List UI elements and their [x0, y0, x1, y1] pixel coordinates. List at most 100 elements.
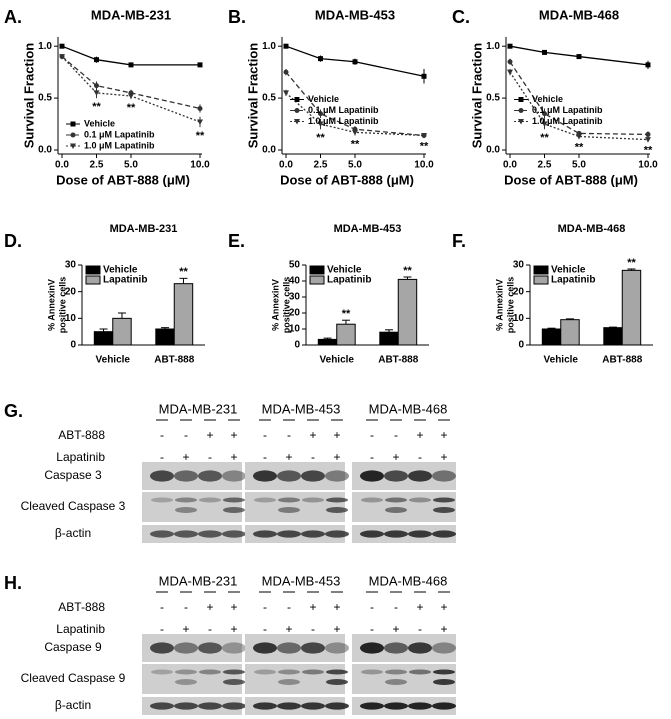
blot-band [433, 679, 455, 685]
treatment-sign: + [230, 450, 237, 464]
blot-band [433, 507, 455, 513]
blot-band [175, 679, 197, 685]
y-axis-label: Survival Fraction [21, 43, 36, 149]
treatment-sign: + [285, 450, 292, 464]
blot-band [253, 470, 277, 482]
y-tick-label: 0.0 [262, 145, 276, 156]
cell-line: MDA-MB-468 [369, 401, 448, 416]
bar [173, 283, 194, 346]
treatment-sign: - [370, 622, 374, 636]
x-tick-label: 5.0 [348, 160, 362, 171]
marker [283, 69, 289, 75]
treatment-sign: + [285, 622, 292, 636]
blot-band [326, 507, 348, 513]
blot-band [150, 530, 174, 538]
y-tick-label: 0 [518, 340, 524, 351]
legend-marker [70, 143, 76, 149]
x-tick-label: 2.5 [90, 160, 104, 171]
panel-label: F. [452, 231, 466, 251]
blot-band [222, 530, 246, 538]
blot-band [277, 530, 301, 538]
chart-title: MDA-MB-468 [558, 223, 626, 235]
blot-band [198, 642, 222, 654]
legend-label: Lapatinib [551, 275, 595, 286]
series-line [509, 45, 649, 66]
chart-title: MDA-MB-453 [315, 7, 395, 22]
blot-band [151, 497, 173, 503]
blot-band [277, 642, 301, 654]
blot-band [301, 642, 325, 654]
blot-band [409, 497, 431, 503]
marker [541, 121, 548, 128]
y-tick-label: 30 [513, 260, 525, 271]
treatment-sign: - [418, 622, 422, 636]
y-tick-label: 10 [289, 324, 301, 335]
legend-label: Vehicle [84, 118, 115, 128]
panel-label: C. [452, 7, 470, 27]
bar [603, 327, 623, 346]
treatment-sign: + [333, 600, 340, 614]
blot-strip [245, 664, 345, 694]
blot-band [223, 507, 245, 513]
panel-label: B. [228, 7, 246, 27]
marker [59, 54, 65, 60]
marker [421, 132, 427, 139]
legend-label: 0.1 μM Lapatinib [532, 105, 603, 115]
annotation: ** [351, 138, 360, 150]
treatment-sign: + [392, 622, 399, 636]
marker [542, 111, 547, 117]
x-tick-label: 0.0 [279, 160, 293, 171]
marker [93, 90, 100, 96]
bar [93, 331, 114, 346]
legend-marker [294, 119, 300, 125]
treatment-sign: + [182, 450, 189, 464]
legend-label: Vehicle [103, 265, 138, 276]
y-axis-label: positive cells [57, 277, 67, 334]
band-label: Caspase 3 [44, 468, 102, 482]
treatment-sign: - [394, 428, 398, 442]
x-tick-label: 10.0 [638, 160, 658, 171]
treatment-sign: - [160, 622, 164, 636]
series-line [61, 56, 201, 110]
annotation: ** [575, 141, 584, 153]
marker [576, 134, 582, 140]
series-line [61, 56, 201, 123]
x-axis-label: Dose of ABT-888 (μM) [504, 172, 638, 187]
panel-label: H. [4, 573, 22, 593]
blot-strip [142, 664, 242, 694]
legend-marker [294, 97, 300, 102]
blot-strip [352, 664, 456, 694]
treatment-sign: - [287, 428, 291, 442]
blot-band [175, 497, 197, 503]
treatment-sign: + [333, 450, 340, 464]
annotation: ** [420, 140, 429, 152]
marker [421, 73, 427, 79]
treatment-sign: - [370, 428, 374, 442]
blot-band [198, 530, 222, 538]
x-tick-label: 10.0 [414, 160, 434, 171]
treatment-sign: + [309, 428, 316, 442]
blot-band [408, 702, 432, 710]
cell-line: MDA-MB-468 [369, 573, 448, 588]
treatment-sign: + [206, 428, 213, 442]
y-tick-label: 20 [513, 286, 525, 297]
blot-band [150, 702, 174, 710]
x-tick-label: ABT-888 [154, 355, 194, 366]
treatment-sign: - [184, 600, 188, 614]
blot-band [408, 530, 432, 538]
blot-band [326, 669, 348, 675]
bar [317, 338, 338, 346]
blot-strip [245, 492, 345, 522]
legend-swatch [533, 265, 549, 275]
blot-band [360, 470, 384, 482]
x-tick-label: 2.5 [538, 160, 552, 171]
treatment-sign: + [206, 600, 213, 614]
x-tick-label: 5.0 [572, 160, 586, 171]
treatment-sign: - [370, 450, 374, 464]
blot-band [150, 470, 174, 482]
blot-band [385, 497, 407, 503]
blot-band [223, 497, 245, 503]
y-tick-label: 20 [289, 308, 301, 319]
bar [112, 317, 132, 346]
legend-label: 0.1 μM Lapatinib [84, 129, 155, 139]
